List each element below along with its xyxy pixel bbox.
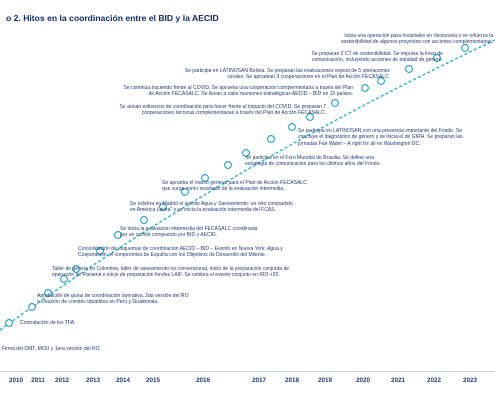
event-2022b: Se preparan 2 CT de sostenibilidad. Se i… (312, 51, 444, 64)
event-line: cooperaciones técnicas complementarias a… (141, 110, 326, 117)
milestone-marker (377, 77, 385, 85)
milestone-marker (5, 319, 13, 327)
milestone-marker (114, 231, 122, 239)
event-line: Se aprueba el marco general para el Plan… (162, 180, 307, 186)
milestone-marker (242, 149, 250, 157)
event-2016: Se celebra en Madrid el evento Agua y Sa… (130, 201, 293, 214)
milestone-marker (361, 84, 369, 92)
event-line: por un comité compuesto por BID y AECID. (120, 232, 218, 239)
event-line: Contratación de los TFA. (20, 320, 76, 326)
timeline-arc (0, 39, 495, 331)
event-line: Se participa en el Foro Mundial de Brasi… (245, 155, 374, 161)
milestone-marker (60, 275, 68, 283)
year-label: 2021 (390, 377, 406, 384)
milestone-marker (267, 135, 275, 143)
year-label: 2014 (115, 377, 131, 384)
event-2012: Aprobación de guías de coordinación oper… (37, 293, 189, 306)
event-2020: Se aúnan esfuerzos de coordinación para … (120, 104, 326, 117)
year-label: 2013 (85, 377, 101, 384)
year-label: 2011 (31, 377, 45, 384)
event-line: que surge como resultado de la evaluació… (162, 186, 285, 193)
event-line: Se inicia la evaluación intermedia del F… (120, 226, 258, 232)
year-axis-line (0, 371, 495, 372)
year-label: 2018 (284, 377, 300, 384)
event-line: Se preparan 2 CT de sostenibilidad. Se i… (311, 51, 444, 57)
milestone-marker (96, 247, 104, 255)
year-label: 2012 (54, 377, 70, 384)
event-line: Inicia una operación para hospitales en … (344, 33, 493, 39)
milestone-marker (433, 54, 441, 62)
milestone-marker (306, 113, 314, 121)
milestone-marker (288, 123, 296, 131)
event-line: Se celebra en Madrid el evento Agua y Sa… (130, 201, 293, 207)
milestone-marker (181, 188, 189, 196)
event-line: Se continúa haciendo frente al COVID. Se… (123, 85, 354, 91)
event-2017: Se aprueba el marco general para el Plan… (162, 180, 307, 193)
milestone-marker (28, 303, 36, 311)
event-line: comunicación, incluyendo acciones de equ… (311, 57, 443, 64)
year-label: 2015 (145, 377, 161, 384)
year-label: 2023 (462, 377, 478, 384)
event-line: rurales. Se aprueban 3 cooperaciones en … (227, 74, 390, 81)
event-line: Se participa en LATINOSAN con una presen… (298, 128, 463, 134)
event-line: en América Latina" y se inicia la evalua… (130, 207, 276, 214)
milestone-marker (224, 161, 232, 169)
timeline-markers (5, 44, 469, 327)
event-2021: Se continúa haciendo frente al COVID. Se… (124, 85, 354, 98)
event-2023: Inicia una operación para hospitales en … (341, 33, 493, 46)
milestone-marker (44, 289, 52, 297)
event-line: de Acción FECASALC. Se llevan a cabo reu… (148, 91, 353, 98)
event-line: sostenibilidad de algunos proyectos con … (340, 39, 493, 46)
milestone-marker (201, 174, 209, 182)
year-label: 2016 (195, 377, 211, 384)
event-2018: Se participa en el Foro Mundial de Brasi… (245, 155, 381, 168)
event-2015: Se inicia la evaluación intermedia del F… (120, 226, 257, 239)
event-2010: Firma del DMT, MOU y 1era versión del RO… (2, 346, 101, 352)
event-line: operación de Panamá e inicio de preparac… (52, 272, 280, 279)
year-label: 2022 (426, 377, 442, 384)
event-line: estrategia de comunicación para los últi… (245, 161, 381, 168)
event-2013: Taller de género en Colombia, taller de … (52, 266, 289, 279)
figure-title: o 2. Hitos en la coordinación entre el B… (6, 13, 219, 23)
event-line: Firma del DMT, MOU y 1era versión del RO… (2, 346, 101, 352)
event-line: jornadas Fair Water – A right for all en… (298, 140, 421, 147)
milestone-marker (140, 216, 148, 224)
event-line: y creación de comités tripartitos en Per… (37, 299, 159, 306)
milestone-marker (405, 65, 413, 73)
event-line: Aprobación de guías de coordinación oper… (37, 293, 189, 299)
milestone-marker (461, 44, 469, 52)
event-2014: Consolidación de esquemas de coordinació… (78, 246, 283, 259)
event-line: Taller de género en Colombia, taller de … (52, 266, 290, 272)
year-label: 2020 (355, 377, 371, 384)
event-line: concluye el diagnóstico de género y se i… (298, 134, 463, 141)
year-label: 2019 (317, 377, 333, 384)
milestone-marker (331, 99, 339, 107)
milestone-marker (72, 265, 80, 273)
event-2019: Se participa en LATINOSAN con una presen… (298, 128, 463, 147)
event-2022a: Se participa en LATINOSAN Bolivia. Se pr… (185, 68, 390, 81)
year-label: 2010 (8, 377, 24, 384)
milestone-marker (159, 203, 167, 211)
event-line: Se participa en LATINOSAN Bolivia. Se pr… (184, 68, 390, 74)
event-line: Consolidación de esquemas de coordinació… (78, 246, 283, 252)
event-2011: Contratación de los TFA. (20, 320, 75, 326)
year-label: 2017 (251, 377, 267, 384)
event-line: Cooperación: el compromiso de España con… (78, 252, 266, 259)
event-line: Se aúnan esfuerzos de coordinación para … (119, 104, 326, 110)
